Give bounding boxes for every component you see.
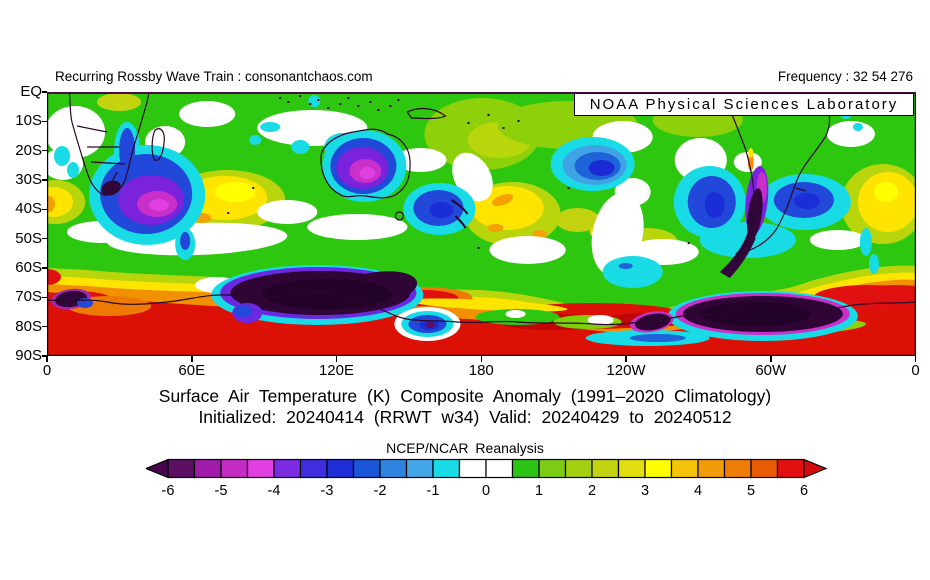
colorbar-cell [697,458,726,479]
colorbar-tick-label: 1 [534,483,544,499]
y-axis-tick [42,267,47,269]
colorbar-cell [723,458,752,479]
coastlines [47,92,916,326]
colorbar-right-arrow-icon [803,458,828,479]
colorbar-cell [379,458,408,479]
y-axis-label: 40S [15,200,42,218]
colorbar-cell [432,458,461,479]
colorbar-svg [146,458,828,479]
x-axis-tick [480,356,482,362]
colorbar [146,458,838,480]
y-axis-label: 60S [15,259,42,276]
x-axis-tick [770,356,772,362]
colorbar-tick-label: 3 [640,483,650,499]
colorbar-cell [485,458,514,479]
plot-title: Surface Air Temperature (K) Composite An… [158,386,772,406]
island-specks [227,95,690,249]
header-frequency-text: Frequency : 32 54 276 [777,69,913,84]
y-axis-label: 70S [15,288,42,306]
y-axis-tick [42,120,47,123]
x-axis-tick [914,356,917,362]
y-axis-tick [42,355,47,357]
y-axis-label: 50S [15,229,42,247]
y-axis-tick [42,296,47,299]
colorbar-cell [458,458,487,479]
colorbar-cell [352,458,381,479]
colorbar-cell [220,458,249,479]
map-canvas [47,92,916,356]
colorbar-tick-label: 0 [481,483,491,499]
y-axis-label: 30S [15,171,42,188]
y-axis-label: EQ [20,83,42,100]
y-axis-label: 10S [15,112,42,130]
y-axis-label: 80S [15,317,42,335]
colorbar-cell [167,458,196,479]
colorbar-cell [405,458,434,479]
colorbar-cell [591,458,620,479]
y-axis-tick [42,208,47,211]
antarctic-cold-blobs [51,265,858,346]
colorbar-tick-label: 2 [587,483,597,499]
colorbar-cell [644,458,673,479]
colorbar-tick-label: 5 [746,483,756,499]
y-axis-tick [42,325,47,328]
colorbar-tick-label: 4 [693,483,703,499]
colorbar-tick-label: 6 [799,483,809,499]
colorbar-cell [273,458,302,479]
x-axis-tick [46,356,48,362]
y-axis-tick [42,179,47,181]
colorbar-cell [776,458,805,479]
header-left-text: Recurring Rossby Wave Train : consonantc… [55,69,373,84]
x-axis-label: 0 [42,362,52,379]
y-axis-tick [42,149,47,152]
colorbar-cell [299,458,328,479]
y-axis-label: 20S [15,141,42,159]
colorbar-cell [617,458,646,479]
x-axis-label: 120W [606,362,646,379]
colorbar-tick-label: -2 [373,483,387,499]
x-axis-label: 0 [911,362,920,379]
colorbar-tick-label: -3 [320,483,334,499]
x-axis-tick [625,356,627,362]
anomaly-map: NOAA Physical Sciences Laboratory [47,92,916,356]
colorbar-cell [670,458,699,479]
x-axis-tick [191,356,193,362]
y-axis-tick [42,237,47,240]
colorbar-tick-label: -4 [267,483,281,499]
colorbar-cell [246,458,275,479]
colorbar-cell [538,458,567,479]
colorbar-cell [193,458,222,479]
colorbar-cell [750,458,779,479]
x-axis-label: 180 [468,362,494,379]
y-axis-tick [42,91,47,93]
dataset-label: NCEP/NCAR Reanalysis [386,440,544,456]
colorbar-left-arrow-icon [146,458,169,479]
colorbar-cell [326,458,355,479]
colorbar-tick-label: -5 [214,483,228,499]
colorbar-tick-label: -6 [161,483,175,499]
x-axis-label: 120E [318,362,355,379]
colorbar-cell [564,458,593,479]
y-axis-label: 90S [15,347,42,364]
x-axis-label: 60E [178,362,206,379]
x-axis-label: 60W [755,362,787,379]
colorbar-tick-label: -1 [426,483,440,499]
plot-subtitle: Initialized: 20240414 (RRWT w34) Valid: … [198,407,732,427]
colorbar-cell [511,458,540,479]
noaa-watermark: NOAA Physical Sciences Laboratory [574,93,914,116]
x-axis-tick [335,356,338,362]
